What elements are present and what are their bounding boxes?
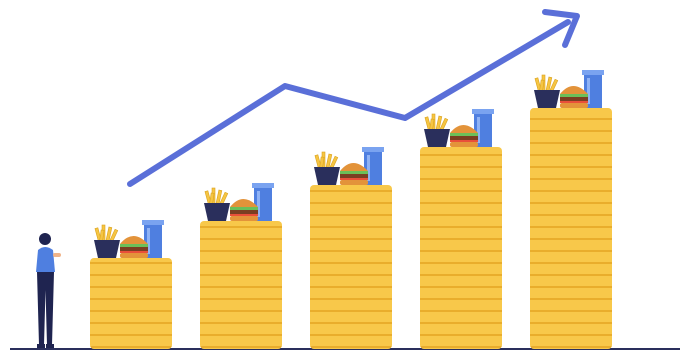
food [423,108,495,148]
coin-stack [420,147,502,349]
person [36,233,61,348]
coin-stack [530,108,612,349]
coin-stack [90,258,172,349]
food [313,146,385,186]
trend-arrow [127,9,580,187]
food [93,219,165,259]
food [533,69,605,109]
coin-stack [200,221,282,349]
coin-stack [310,185,392,349]
food [203,182,275,222]
coin-stacks [90,108,612,349]
